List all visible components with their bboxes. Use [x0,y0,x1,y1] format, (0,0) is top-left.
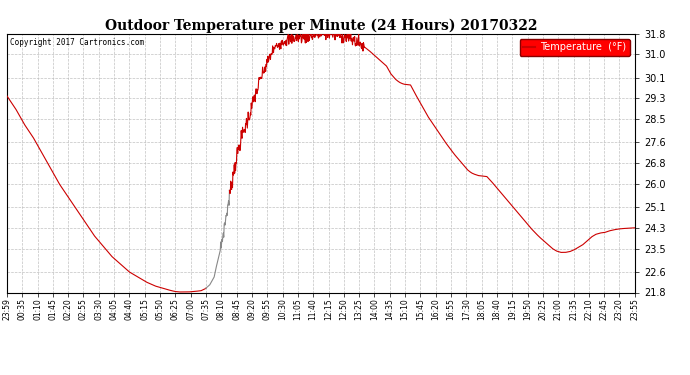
Legend: Temperature  (°F): Temperature (°F) [520,39,630,56]
Title: Outdoor Temperature per Minute (24 Hours) 20170322: Outdoor Temperature per Minute (24 Hours… [105,18,537,33]
Text: Copyright 2017 Cartronics.com: Copyright 2017 Cartronics.com [10,38,144,46]
